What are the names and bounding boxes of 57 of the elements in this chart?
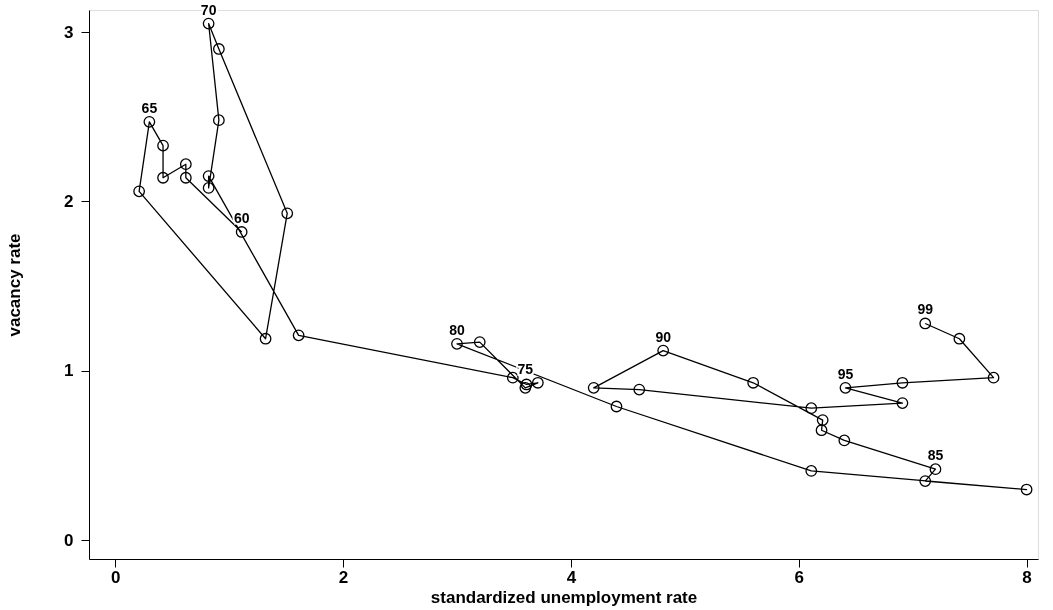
point: [292, 329, 305, 342]
point: [953, 332, 966, 345]
annotation: 65: [141, 99, 158, 116]
y-axis-title: vacancy rate: [5, 233, 25, 337]
point: [506, 371, 519, 384]
point: [1020, 483, 1033, 496]
point: [202, 182, 215, 194]
point: [202, 17, 215, 30]
point: [816, 414, 829, 426]
point: [473, 336, 486, 348]
point: [747, 376, 760, 389]
point: [919, 317, 932, 330]
point: [896, 397, 909, 409]
annotation: 60: [233, 209, 250, 226]
point: [587, 381, 600, 394]
point: [281, 207, 294, 220]
annotation: 95: [837, 365, 854, 382]
x-tick-label: 2: [338, 567, 349, 587]
y-tick-label: 3: [64, 22, 74, 42]
y-tick-label: 0: [64, 530, 74, 550]
point: [633, 383, 646, 396]
x-tick-label: 4: [566, 567, 577, 587]
point: [259, 332, 272, 345]
point: [157, 139, 169, 152]
annotation: 80: [449, 321, 465, 338]
point: [838, 434, 851, 447]
annotation: 90: [655, 328, 672, 345]
point: [896, 376, 909, 389]
annotation: 85: [927, 447, 944, 464]
x-tick-label: 8: [1022, 567, 1032, 587]
point: [451, 337, 463, 350]
point: [179, 171, 192, 184]
point: [212, 43, 225, 55]
point: [815, 424, 828, 437]
point: [531, 376, 544, 389]
point: [610, 400, 623, 413]
annotation: 70: [200, 1, 217, 18]
x-axis-title: standardized unemployment rate: [430, 587, 698, 607]
y-tick-label: 2: [64, 191, 74, 211]
annotation: 99: [917, 301, 934, 318]
point: [929, 463, 942, 476]
point: [202, 170, 215, 182]
x-tick-label: 0: [110, 567, 121, 587]
x-tick-label: 6: [794, 567, 804, 587]
point: [805, 402, 818, 415]
point: [805, 465, 818, 477]
point: [179, 158, 192, 171]
point: [143, 115, 156, 128]
point: [839, 381, 852, 394]
point: [212, 114, 225, 127]
point: [919, 475, 932, 487]
point: [987, 371, 1000, 384]
y-tick-label: 1: [64, 361, 74, 381]
point: [657, 344, 670, 357]
point: [235, 226, 248, 238]
point: [157, 171, 169, 184]
point: [133, 185, 146, 198]
